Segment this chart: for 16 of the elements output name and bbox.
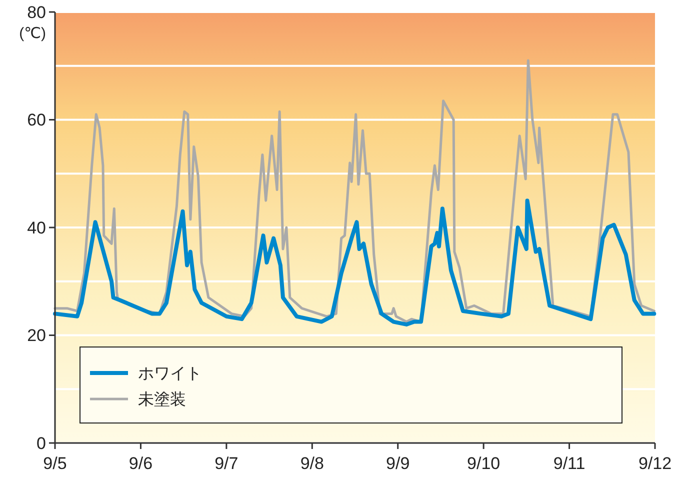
x-tick-label: 9/10 [467, 454, 500, 473]
y-tick-label: 40 [27, 218, 46, 238]
legend-label: ホワイト [138, 366, 202, 383]
y-axis-title: (℃) [19, 25, 46, 42]
x-tick-label: 9/7 [214, 454, 238, 473]
y-tick-label: 0 [36, 434, 46, 453]
y-tick-label: 80 [27, 2, 46, 22]
x-tick-label: 9/8 [300, 454, 324, 473]
x-tick-label: 9/12 [638, 454, 672, 473]
y-tick-label: 60 [27, 110, 46, 130]
x-tick-label: 9/5 [43, 454, 67, 473]
legend-label: 未塗装 [138, 390, 186, 409]
x-tick-label: 9/9 [386, 454, 410, 473]
x-tick-label: 9/11 [553, 454, 586, 473]
y-tick-label: 20 [27, 326, 46, 346]
x-tick-label: 9/6 [128, 454, 153, 473]
